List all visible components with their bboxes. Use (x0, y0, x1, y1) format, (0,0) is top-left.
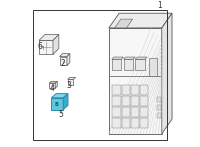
Bar (140, 85, 148, 95)
Bar (140, 118, 148, 128)
Bar (112, 59, 121, 70)
Polygon shape (68, 79, 73, 85)
Bar (157, 97, 161, 102)
Bar (157, 113, 161, 118)
Polygon shape (109, 28, 162, 134)
Polygon shape (60, 54, 70, 57)
Bar (122, 85, 130, 95)
Polygon shape (51, 98, 63, 110)
Text: 5: 5 (59, 110, 63, 119)
Text: 6: 6 (37, 42, 42, 51)
Text: 3: 3 (66, 81, 71, 91)
Bar (122, 118, 130, 128)
Polygon shape (39, 35, 59, 40)
Bar (131, 85, 139, 95)
Bar (112, 107, 121, 117)
Text: 2: 2 (60, 59, 65, 69)
Bar (124, 59, 133, 70)
Polygon shape (68, 77, 76, 79)
Polygon shape (135, 57, 147, 59)
Bar (131, 118, 139, 128)
Polygon shape (49, 83, 55, 88)
Text: 4: 4 (50, 84, 55, 93)
Polygon shape (53, 35, 59, 54)
Bar (135, 59, 145, 70)
Polygon shape (67, 54, 70, 65)
Polygon shape (49, 81, 57, 83)
Bar (157, 105, 161, 110)
Bar (122, 107, 130, 117)
Bar (112, 96, 121, 106)
Text: 1: 1 (157, 1, 162, 10)
Polygon shape (162, 13, 172, 134)
Bar (131, 96, 139, 106)
Polygon shape (112, 57, 124, 59)
Polygon shape (115, 19, 133, 28)
Bar (33, 10, 167, 140)
Bar (112, 85, 121, 95)
Bar (112, 118, 121, 128)
Polygon shape (39, 40, 53, 54)
Polygon shape (55, 81, 57, 88)
Polygon shape (51, 94, 68, 98)
Bar (140, 96, 148, 106)
Polygon shape (60, 57, 67, 65)
Polygon shape (109, 13, 172, 28)
Polygon shape (63, 94, 68, 110)
Bar (122, 96, 130, 106)
Bar (131, 107, 139, 117)
Bar (140, 107, 148, 117)
Text: B: B (55, 102, 59, 107)
Bar (149, 58, 157, 76)
Polygon shape (124, 57, 135, 59)
